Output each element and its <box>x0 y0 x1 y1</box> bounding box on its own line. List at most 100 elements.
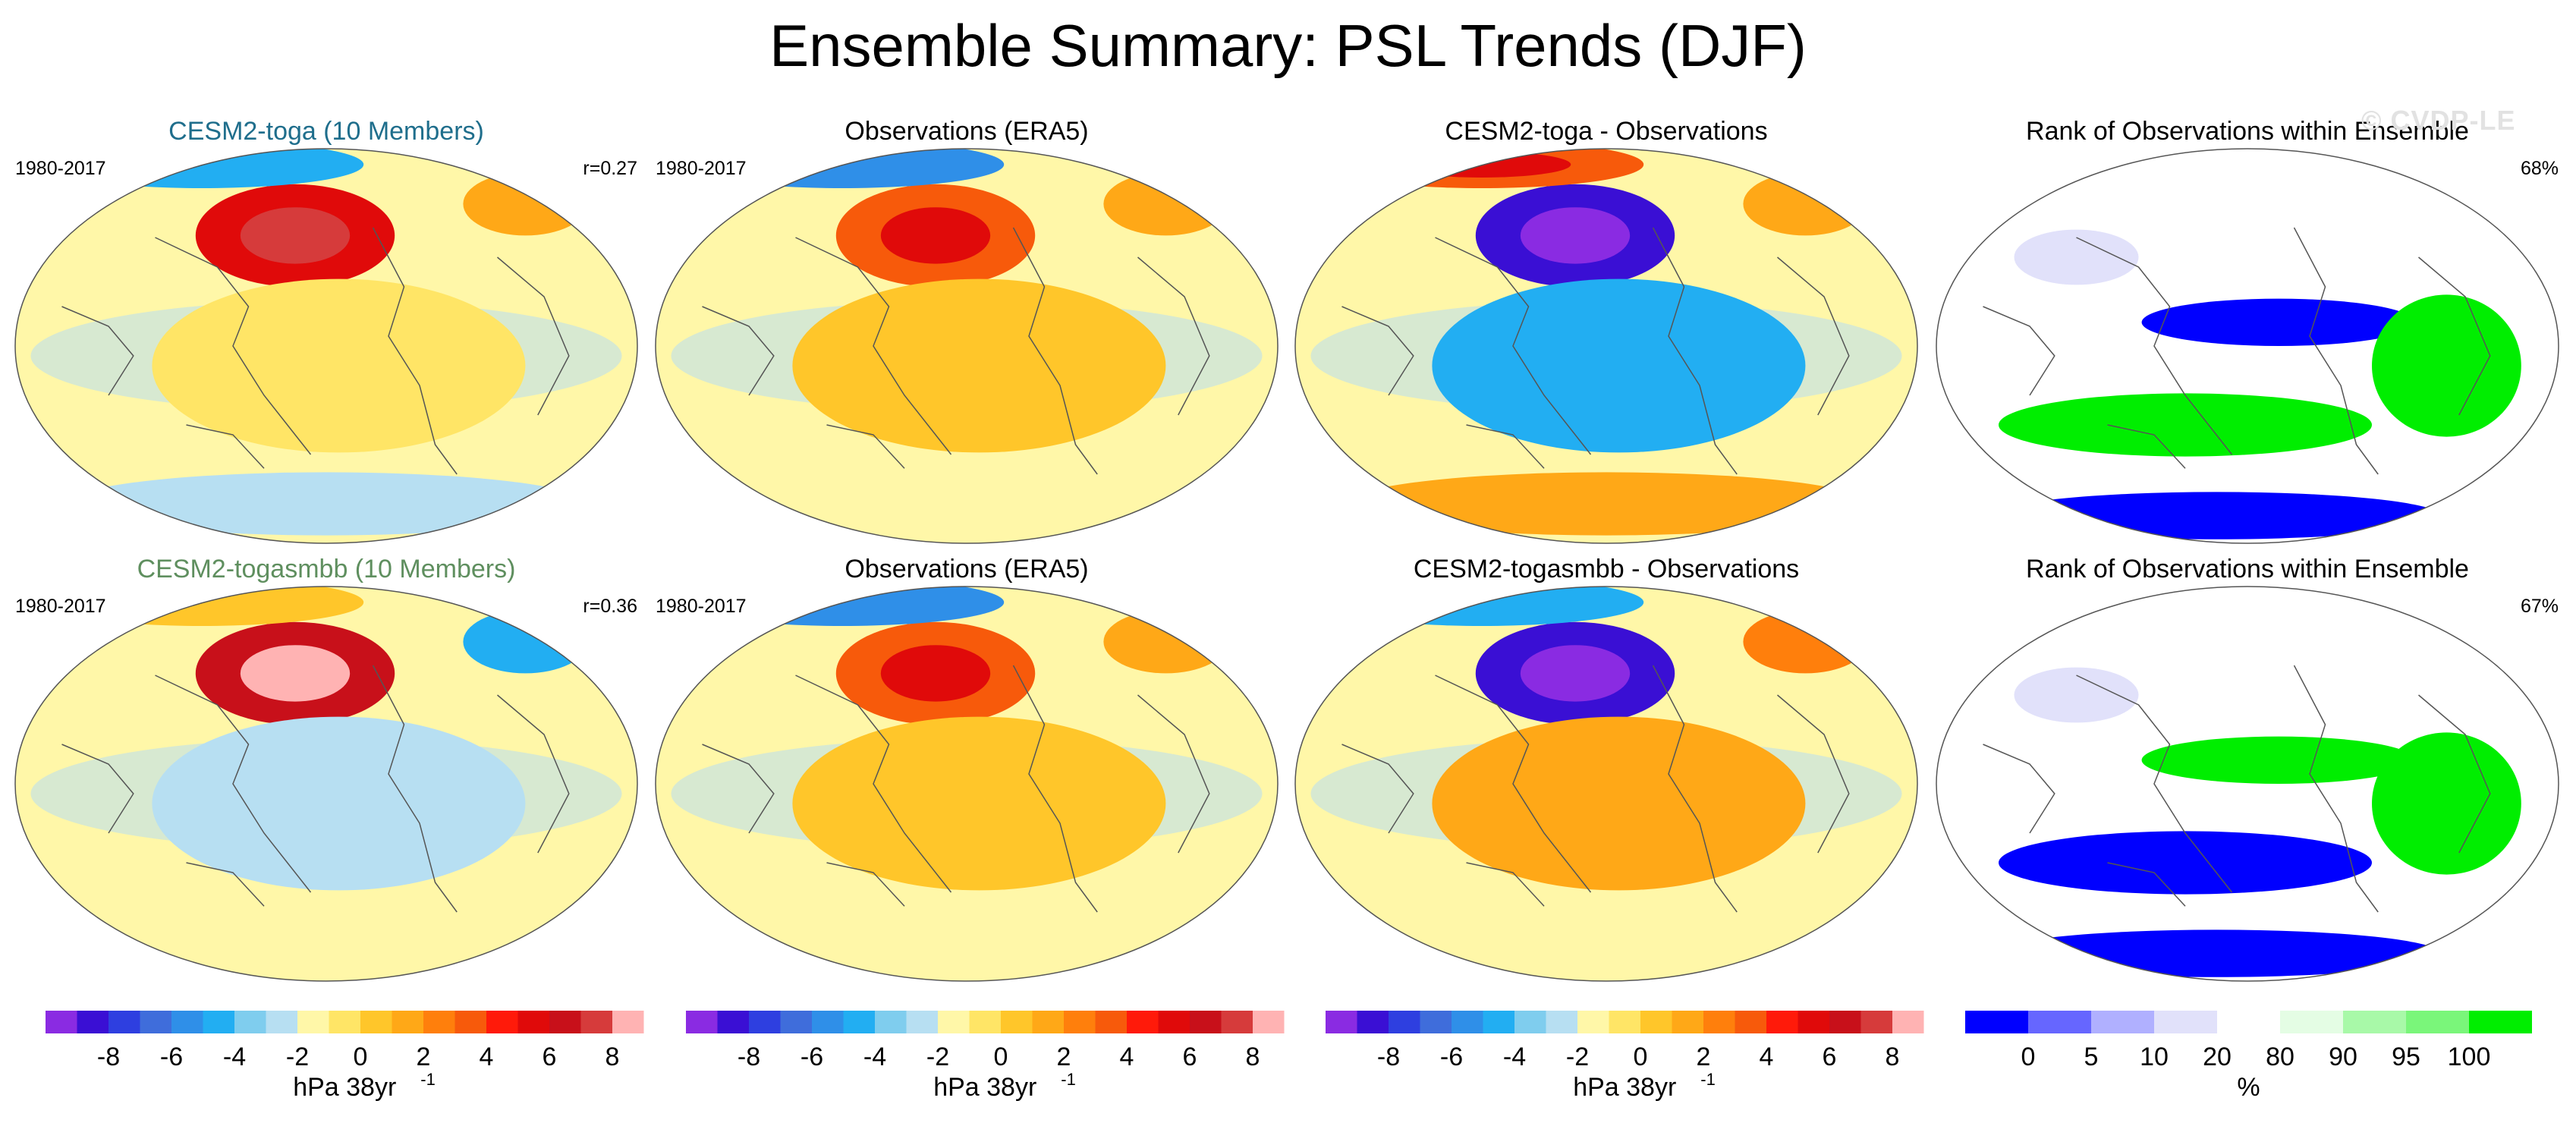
colorbar-cb2: -8 -6 -4 -2 0 2 4 6 8 hPa 38yr -1 <box>686 1011 1285 1102</box>
coastline <box>372 665 458 913</box>
panel-period: 1980-2017 <box>656 596 747 617</box>
map-panel-r2c1: CESM2-togasmbb (10 Members) 1980-2017 r=0.… <box>14 555 638 982</box>
colorbar-tick-label: 95 <box>2392 1043 2420 1071</box>
colorbar-units-label: hPa 38yr <box>1573 1073 1676 1102</box>
colorbar-swatch <box>1514 1011 1546 1033</box>
colorbar-swatch <box>360 1011 392 1033</box>
coastline <box>1466 424 1545 469</box>
watermark: © CVDP-LE <box>2361 105 2516 136</box>
colorbar-swatch <box>875 1011 907 1033</box>
map-outline <box>1936 586 2559 982</box>
map-outline <box>655 586 1279 982</box>
contour-region <box>1319 587 1644 626</box>
coastline <box>497 256 570 416</box>
contour-region <box>1345 472 1868 536</box>
coastline <box>497 694 570 854</box>
colorbar-tick-label: 8 <box>605 1043 620 1071</box>
colorbar-swatch <box>2154 1011 2217 1033</box>
colorbar-swatch <box>1452 1011 1483 1033</box>
colorbar-tick-label: -4 <box>1503 1043 1526 1071</box>
panel-title: CESM2-toga - Observations <box>1445 117 1767 146</box>
colorbar-swatch <box>1001 1011 1033 1033</box>
colorbar-swatch <box>1357 1011 1389 1033</box>
coastline <box>1652 665 1738 913</box>
colorbar-swatch <box>2028 1011 2091 1033</box>
colorbar-swatch <box>1064 1011 1096 1033</box>
panel-title: CESM2-togasmbb - Observations <box>1414 555 1799 583</box>
colorbar-tick-label: -8 <box>1377 1043 1400 1071</box>
map-panel-r1c4: Rank of Observations within Ensemble 68% <box>1936 117 2559 544</box>
colorbar-cb3: -8 -6 -4 -2 0 2 4 6 8 hPa 38yr -1 <box>1326 1011 1924 1102</box>
colorbar-swatch <box>2469 1011 2532 1033</box>
colorbar-tick-label: 4 <box>1760 1043 1774 1071</box>
colorbar-swatch <box>329 1011 360 1033</box>
colorbar-tick-label: 4 <box>480 1043 494 1071</box>
colorbar-swatch <box>171 1011 203 1033</box>
coastline <box>702 744 775 834</box>
contour-region <box>1432 278 1806 453</box>
colorbar-tick-label: 90 <box>2329 1043 2357 1071</box>
panel-title: CESM2-togasmbb (10 Members) <box>137 555 516 583</box>
colorbar-swatch <box>1190 1011 1222 1033</box>
contour-region <box>2141 736 2416 784</box>
contour-core <box>1520 645 1631 702</box>
colorbar-swatch <box>1735 1011 1766 1033</box>
contour-region <box>1999 831 2372 895</box>
colorbar-swatch <box>517 1011 549 1033</box>
coastline <box>1137 694 1210 854</box>
contour-region <box>463 172 588 236</box>
panel-title: Observations (ERA5) <box>845 117 1088 146</box>
colorbar-swatch <box>969 1011 1001 1033</box>
coastline <box>1341 744 1414 834</box>
map-outline <box>1294 586 1918 982</box>
coastline <box>1466 862 1545 907</box>
coastline <box>702 306 775 396</box>
colorbar-cb1: -8 -6 -4 -2 0 2 4 6 8 hPa 38yr -1 <box>46 1011 644 1102</box>
colorbar-swatch <box>1798 1011 1829 1033</box>
panel-stat: 67% <box>2521 596 2559 617</box>
coastline <box>1983 744 2055 834</box>
colorbar-swatch <box>580 1011 612 1033</box>
contour-core <box>880 207 991 264</box>
contour-region <box>1743 610 1868 674</box>
colorbar-swatch <box>2406 1011 2469 1033</box>
colorbar-tick-label: 0 <box>994 1043 1008 1071</box>
colorbar-tick-label: 4 <box>1120 1043 1134 1071</box>
panel-period: 1980-2017 <box>15 596 106 617</box>
colorbar-tick-label: 0 <box>2021 1043 2036 1071</box>
colorbar-units-label: % <box>2237 1073 2260 1102</box>
map-panel-r1c1: CESM2-toga (10 Members) 1980-2017 r=0.27 <box>14 117 638 544</box>
colorbar-tick-label: -4 <box>863 1043 886 1071</box>
colorbar-swatch <box>1253 1011 1285 1033</box>
colorbar-swatch <box>906 1011 938 1033</box>
colorbar-swatch <box>1892 1011 1924 1033</box>
colorbar-tick-label: -6 <box>160 1043 183 1071</box>
contour-region <box>1432 716 1806 891</box>
colorbar-swatch <box>1326 1011 1357 1033</box>
colorbar-swatch <box>749 1011 781 1033</box>
coastline <box>61 744 134 834</box>
colorbar-swatch <box>1158 1011 1190 1033</box>
map-panel-r2c3: CESM2-togasmbb - Observations <box>1294 555 1918 982</box>
coastline <box>2076 675 2233 893</box>
colorbar-tick-label: -2 <box>926 1043 949 1071</box>
colorbar-units-superscript: -1 <box>1061 1070 1076 1089</box>
coastline <box>795 675 952 893</box>
colorbar-swatch <box>140 1011 171 1033</box>
colorbar-swatch <box>1095 1011 1127 1033</box>
colorbar-swatch <box>1032 1011 1064 1033</box>
colorbar-swatch <box>1221 1011 1253 1033</box>
colorbar-swatch <box>549 1011 581 1033</box>
coastline <box>1777 694 1850 854</box>
colorbar-units-superscript: -1 <box>420 1070 436 1089</box>
map-panel-r2c2: Observations (ERA5) 1980-2017 <box>655 555 1279 982</box>
contour-region <box>792 716 1166 891</box>
coastline <box>1777 256 1850 416</box>
coastline <box>1652 227 1738 475</box>
colorbar-tick-label: -2 <box>286 1043 309 1071</box>
colorbar-tick-label: 8 <box>1246 1043 1260 1071</box>
colorbar-tick-label: 100 <box>2448 1043 2491 1071</box>
contour-core <box>880 645 991 702</box>
colorbar-swatch <box>1766 1011 1798 1033</box>
colorbar-swatch <box>423 1011 455 1033</box>
